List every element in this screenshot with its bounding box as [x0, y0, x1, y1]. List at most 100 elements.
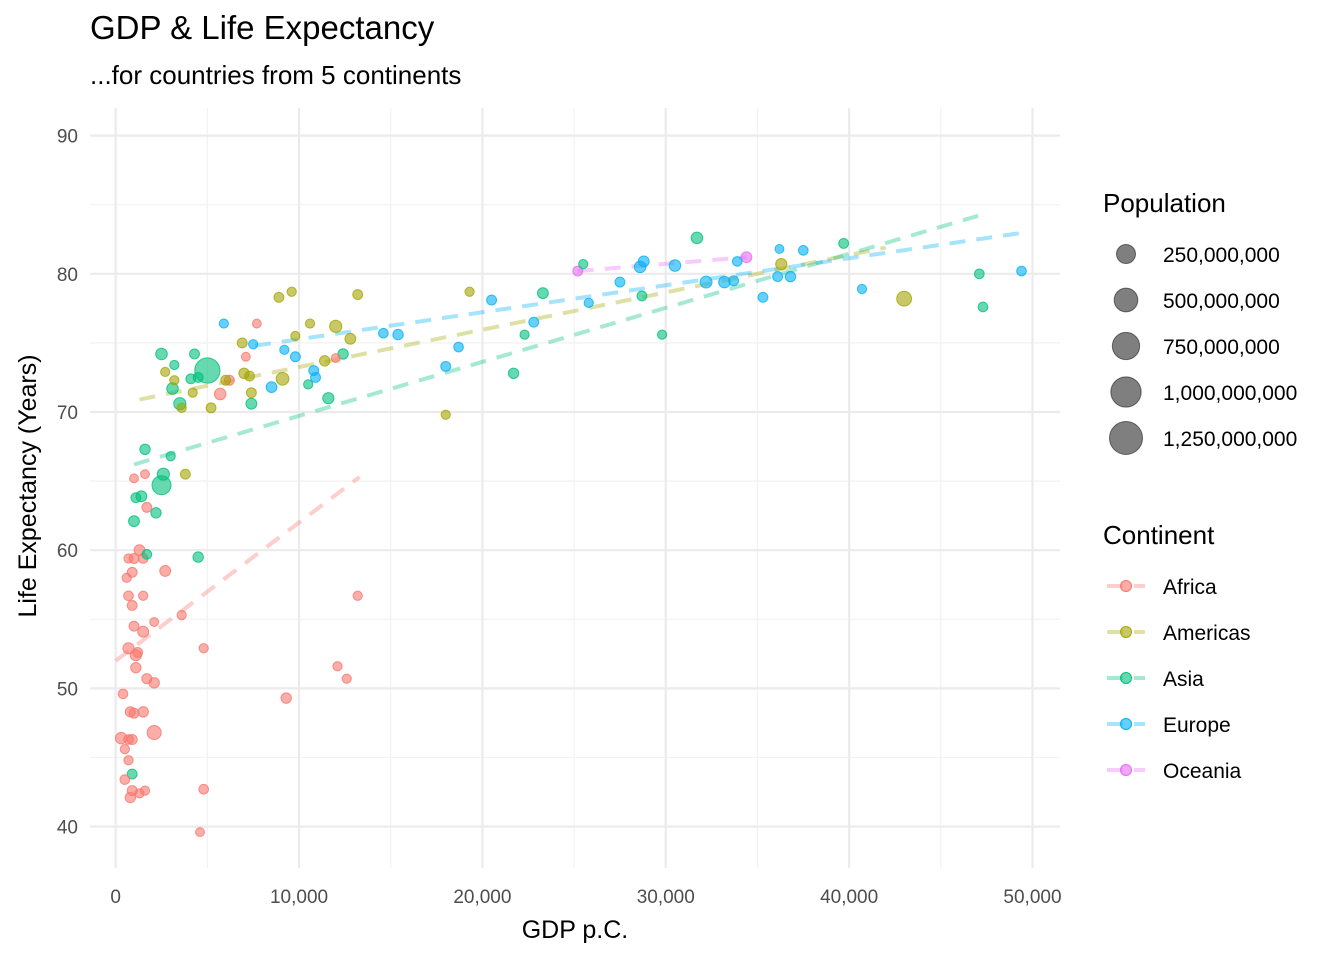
- data-point-africa: [330, 353, 341, 364]
- data-point-europe: [486, 294, 498, 306]
- data-point-europe: [614, 276, 626, 288]
- data-point-europe: [248, 339, 259, 350]
- data-point-africa: [141, 673, 153, 685]
- x-tick-label: 40,000: [820, 887, 878, 908]
- size-legend-key: [1116, 244, 1136, 264]
- data-point-americas: [179, 468, 191, 480]
- data-point-africa: [176, 610, 187, 621]
- data-point-africa: [198, 643, 209, 654]
- data-point-asia: [507, 367, 520, 380]
- size-legend-key: [1110, 376, 1142, 408]
- data-point-africa: [123, 755, 134, 766]
- data-point-americas: [286, 286, 297, 297]
- trend-lines: [114, 212, 1026, 663]
- data-point-oceania: [572, 265, 584, 277]
- axis-ticks: 0 10,000 20,000 30,000 40,000 50,000 40 50 60 70 8…: [57, 127, 1062, 908]
- size-legend-title: Population: [1103, 188, 1226, 218]
- color-legend-label: Oceania: [1163, 760, 1242, 783]
- data-point-africa: [123, 734, 134, 745]
- data-point-africa: [137, 706, 149, 718]
- size-legend-label: 250,000,000: [1163, 244, 1280, 267]
- data-point-asia: [141, 549, 153, 560]
- data-point-americas: [273, 291, 285, 303]
- data-point-americas: [352, 289, 364, 300]
- data-point-europe: [797, 245, 809, 256]
- size-legend-label: 1,250,000,000: [1163, 428, 1297, 451]
- data-point-europe: [731, 256, 743, 267]
- data-point-americas: [245, 387, 257, 399]
- data-point-europe: [757, 291, 769, 303]
- data-point-americas: [290, 330, 301, 342]
- data-point-asia: [192, 372, 204, 383]
- y-tick-label: 90: [57, 127, 78, 148]
- data-point-europe: [440, 360, 452, 372]
- data-point-europe: [583, 297, 594, 308]
- data-point-europe: [784, 270, 797, 283]
- data-point-asia: [130, 492, 142, 504]
- chart-subtitle: ...for countries from 5 continents: [90, 60, 462, 90]
- data-point-americas: [304, 318, 316, 329]
- data-point-africa: [332, 661, 343, 672]
- data-point-asia: [192, 551, 204, 563]
- data-point-americas: [440, 409, 451, 420]
- data-point-asia: [189, 348, 200, 360]
- data-point-africa: [121, 572, 132, 583]
- data-point-oceania: [740, 251, 753, 264]
- color-legend-title: Continent: [1103, 520, 1215, 550]
- color-legend-label: Asia: [1163, 668, 1204, 691]
- data-point-africa: [128, 707, 140, 719]
- chart-title: GDP & Life Expectancy: [90, 9, 435, 46]
- data-point-asia: [126, 768, 138, 780]
- color-legend-key: [1120, 718, 1132, 730]
- data-point-americas: [896, 290, 913, 307]
- data-point-africa: [138, 590, 149, 601]
- data-point-europe: [218, 318, 229, 329]
- data-point-europe: [856, 283, 868, 295]
- color-legend-key: [1120, 764, 1132, 776]
- data-point-africa: [149, 617, 160, 627]
- size-legend-key: [1111, 331, 1141, 361]
- color-legend-label: Africa: [1163, 576, 1217, 599]
- y-tick-label: 80: [57, 265, 78, 286]
- x-tick-label: 20,000: [453, 887, 511, 908]
- data-point-asia: [977, 301, 989, 313]
- size-legend-key: [1113, 287, 1139, 313]
- color-legend-items: Africa Americas Asia Europe Oceania: [1107, 576, 1251, 783]
- data-point-africa: [126, 600, 138, 611]
- data-point-americas: [205, 402, 217, 414]
- x-tick-label: 0: [110, 887, 121, 908]
- x-tick-label: 10,000: [270, 887, 328, 908]
- data-point-asia: [636, 290, 648, 302]
- data-point-africa: [123, 590, 134, 602]
- data-point-americas: [319, 355, 331, 367]
- data-point-europe: [289, 351, 301, 363]
- y-tick-label: 50: [57, 679, 78, 700]
- data-point-africa: [141, 501, 153, 513]
- data-point-africa: [122, 642, 135, 655]
- data-point-americas: [464, 286, 475, 297]
- data-point-europe: [265, 381, 278, 394]
- data-point-europe: [728, 275, 740, 287]
- data-point-africa: [119, 744, 130, 755]
- data-point-americas: [220, 374, 232, 386]
- data-point-asia: [578, 259, 589, 270]
- data-point-americas: [169, 375, 180, 386]
- trend-line-americas: [139, 245, 887, 402]
- data-point-africa: [137, 625, 150, 638]
- data-point-americas: [176, 402, 187, 413]
- data-point-africa: [280, 692, 292, 704]
- data-point-asia: [150, 507, 162, 519]
- y-tick-label: 60: [57, 541, 78, 562]
- data-point-africa: [134, 788, 145, 799]
- data-point-asia: [139, 443, 151, 456]
- data-point-americas: [775, 258, 788, 271]
- size-legend-label: 750,000,000: [1163, 336, 1280, 359]
- grid-lines: [90, 108, 1060, 868]
- y-tick-label: 40: [57, 818, 78, 839]
- data-point-asia: [322, 392, 335, 405]
- data-point-africa: [341, 673, 352, 684]
- y-axis-title: Life Expectancy (Years): [14, 354, 42, 617]
- data-point-asia: [656, 329, 668, 340]
- data-point-africa: [119, 774, 131, 785]
